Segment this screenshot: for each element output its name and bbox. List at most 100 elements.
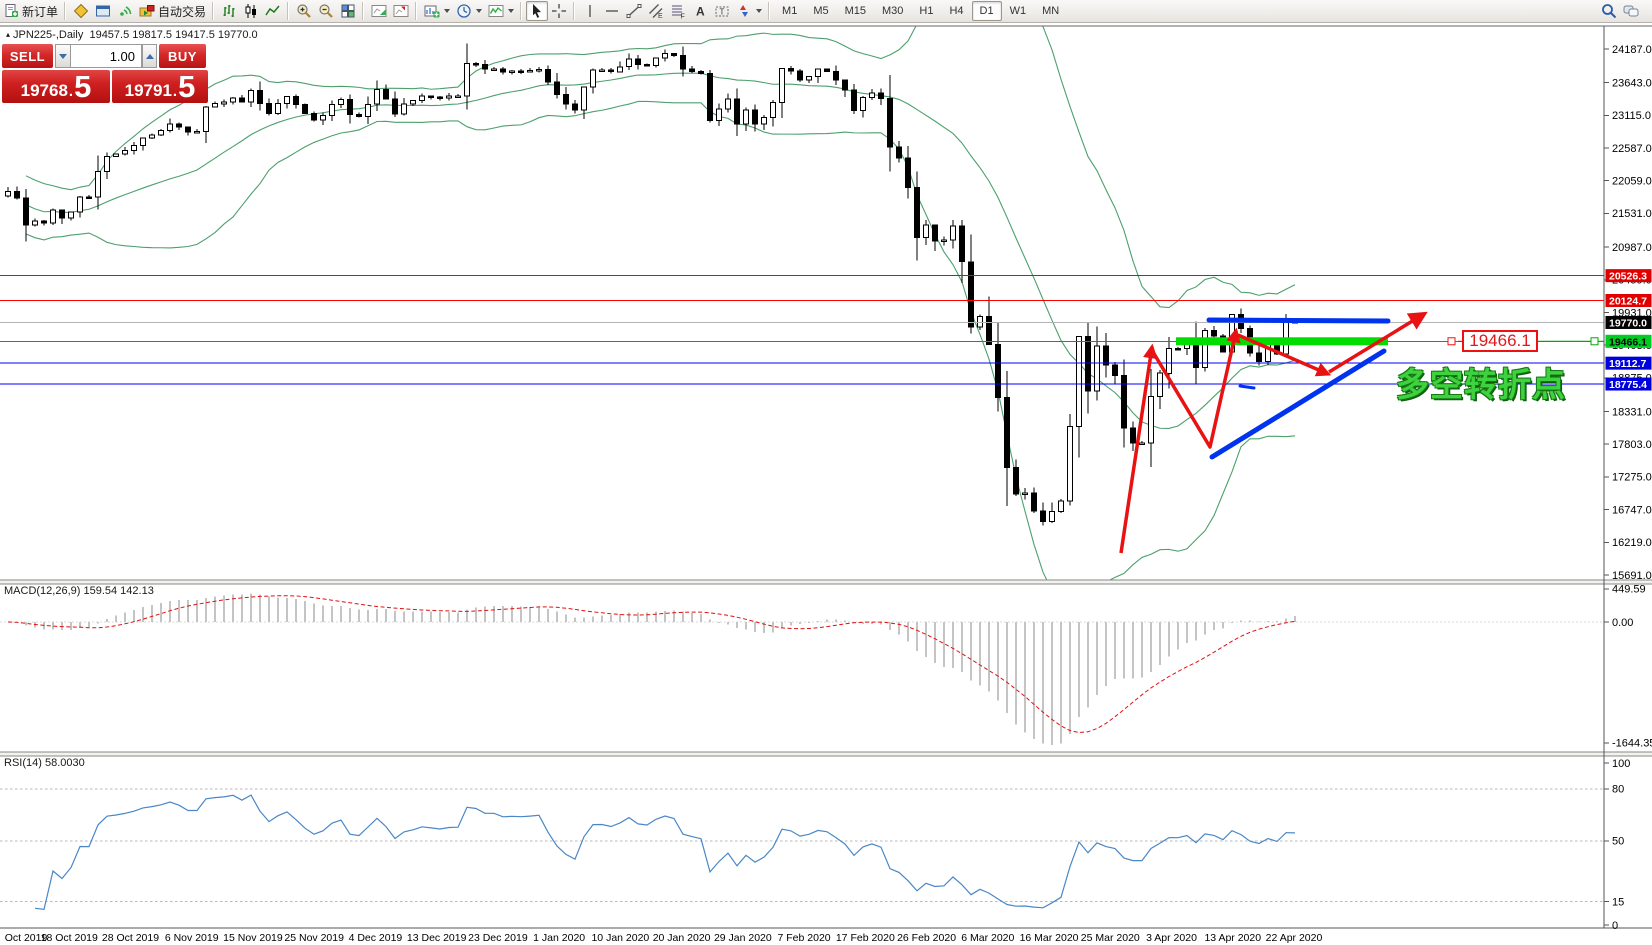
one-click-trading-panel: SELL BUY 19768.5 19791.5: [2, 44, 208, 103]
vline-icon: [582, 3, 598, 19]
svg-text:20987.0: 20987.0: [1612, 242, 1652, 254]
svg-text:1 Jan 2020: 1 Jan 2020: [533, 932, 585, 944]
text-label-button[interactable]: [711, 1, 733, 21]
tf-mn-button[interactable]: MN: [1034, 1, 1067, 21]
candlestick-chart-button[interactable]: [240, 1, 262, 21]
auto-trading-button[interactable]: 自动交易: [136, 1, 209, 21]
svg-text:449.59: 449.59: [1612, 584, 1646, 596]
crosshair-icon: [551, 3, 567, 19]
sell-button[interactable]: SELL: [2, 44, 53, 68]
svg-text:3 Apr 2020: 3 Apr 2020: [1146, 932, 1197, 944]
toolbar-group-new: [421, 0, 517, 22]
chart-collapse-icon[interactable]: ▴: [6, 30, 11, 39]
navigator-button[interactable]: [114, 1, 136, 21]
tf-w1-label: W1: [1009, 5, 1027, 17]
chevron-down-icon[interactable]: [476, 9, 483, 13]
volume-input[interactable]: [70, 44, 142, 68]
vertical-line-button[interactable]: [579, 1, 601, 21]
autotrade-icon: [139, 3, 155, 19]
svg-text:15691.0: 15691.0: [1612, 570, 1652, 582]
tf-d1-button[interactable]: D1: [971, 1, 1002, 21]
new-chart-button[interactable]: [421, 1, 453, 21]
trendline-button[interactable]: [623, 1, 645, 21]
toolbar-separator: [210, 2, 218, 20]
tf-m15-label: M15: [844, 5, 866, 17]
svg-text:24187.0: 24187.0: [1612, 44, 1652, 56]
tf-h4-label: H4: [949, 5, 964, 17]
svg-text:23643.0: 23643.0: [1612, 77, 1652, 89]
ask-big-digit: 5: [178, 69, 196, 104]
svg-text:23 Dec 2019: 23 Dec 2019: [468, 932, 528, 944]
auto-trading-label: 自动交易: [158, 4, 207, 19]
line-chart-button[interactable]: [262, 1, 284, 21]
rsi-indicator-label: RSI(14) 58.0030: [4, 757, 85, 769]
channel-icon: [648, 3, 664, 19]
diamond-icon: [73, 3, 89, 19]
svg-text:16747.0: 16747.0: [1612, 504, 1652, 516]
volume-decrease-button[interactable]: [55, 44, 70, 68]
tf-m1-button[interactable]: M1: [774, 1, 805, 21]
annotation-text[interactable]: 多空转折点: [1396, 366, 1566, 403]
tf-h1-button[interactable]: H1: [911, 1, 941, 21]
bid-price[interactable]: 19768. 5: [2, 70, 110, 103]
auto-scroll-button[interactable]: [368, 1, 390, 21]
ask-price[interactable]: 19791. 5: [112, 70, 208, 103]
indicator-icon: [488, 3, 504, 19]
svg-text:20 Jan 2020: 20 Jan 2020: [653, 932, 711, 944]
chart-symbol: JPN225-,Daily: [13, 29, 84, 41]
volume-increase-button[interactable]: [142, 44, 157, 68]
arrows-button[interactable]: [733, 1, 765, 21]
new-order-button[interactable]: 新订单: [0, 1, 61, 21]
ask-point: .: [172, 83, 178, 100]
tf-w1-button[interactable]: W1: [1002, 1, 1035, 21]
buy-button[interactable]: BUY: [159, 44, 206, 68]
toolbar-separator: [518, 2, 526, 20]
tf-h4-button[interactable]: H4: [941, 1, 971, 21]
chart-shift-button[interactable]: [390, 1, 412, 21]
bid-main-digits: 19768: [20, 81, 68, 100]
zoom-out-button[interactable]: [315, 1, 337, 21]
market-watch-button[interactable]: [70, 1, 92, 21]
tf-m15-button[interactable]: M15: [837, 1, 874, 21]
text-button[interactable]: [689, 1, 711, 21]
toolbar-group-file: 新订单: [0, 0, 61, 22]
svg-text:18 Oct 2019: 18 Oct 2019: [41, 932, 98, 944]
chevron-down-icon[interactable]: [508, 9, 515, 13]
zoomin-icon: [296, 3, 312, 19]
cursor-button[interactable]: [526, 1, 549, 21]
chevron-down-icon[interactable]: [444, 9, 451, 13]
horizontal-line-button[interactable]: [601, 1, 623, 21]
svg-text:-1644.35: -1644.35: [1612, 738, 1652, 750]
label-icon: [714, 3, 730, 19]
tf-m5-button[interactable]: M5: [805, 1, 836, 21]
chevron-down-icon[interactable]: [756, 9, 763, 13]
toolbar-group-objects: [579, 0, 765, 22]
zoomout-icon: [318, 3, 334, 19]
zoom-in-button[interactable]: [293, 1, 315, 21]
toolbar-separator: [766, 2, 774, 20]
bid-big-digit: 5: [74, 69, 92, 104]
crosshair-button[interactable]: [548, 1, 570, 21]
periods-button[interactable]: [453, 1, 485, 21]
toolbar-group-timeframes: M1 M5 M15 M30 H1 H4 D1 W1 MN: [774, 0, 1067, 22]
svg-text:22059.0: 22059.0: [1612, 176, 1652, 188]
newchart-icon: [424, 3, 440, 19]
data-window-button[interactable]: [92, 1, 114, 21]
bar-chart-button[interactable]: [218, 1, 240, 21]
svg-text:15 Nov 2019: 15 Nov 2019: [223, 932, 283, 944]
equidistant-channel-button[interactable]: [645, 1, 667, 21]
search-button[interactable]: [1598, 1, 1620, 21]
svg-text:19112.7: 19112.7: [1609, 358, 1647, 370]
templates-button[interactable]: [485, 1, 517, 21]
price-callout-label[interactable]: 19466.1: [1462, 330, 1538, 352]
bid-point: .: [68, 83, 74, 100]
svg-text:20526.3: 20526.3: [1609, 271, 1647, 283]
tiles-icon: [340, 3, 356, 19]
chat-button[interactable]: [1620, 1, 1642, 21]
tf-m30-button[interactable]: M30: [874, 1, 911, 21]
tile-windows-button[interactable]: [337, 1, 359, 21]
svg-text:22587.0: 22587.0: [1612, 143, 1652, 155]
fibonacci-button[interactable]: [667, 1, 689, 21]
svg-text:19770.0: 19770.0: [1609, 317, 1647, 329]
